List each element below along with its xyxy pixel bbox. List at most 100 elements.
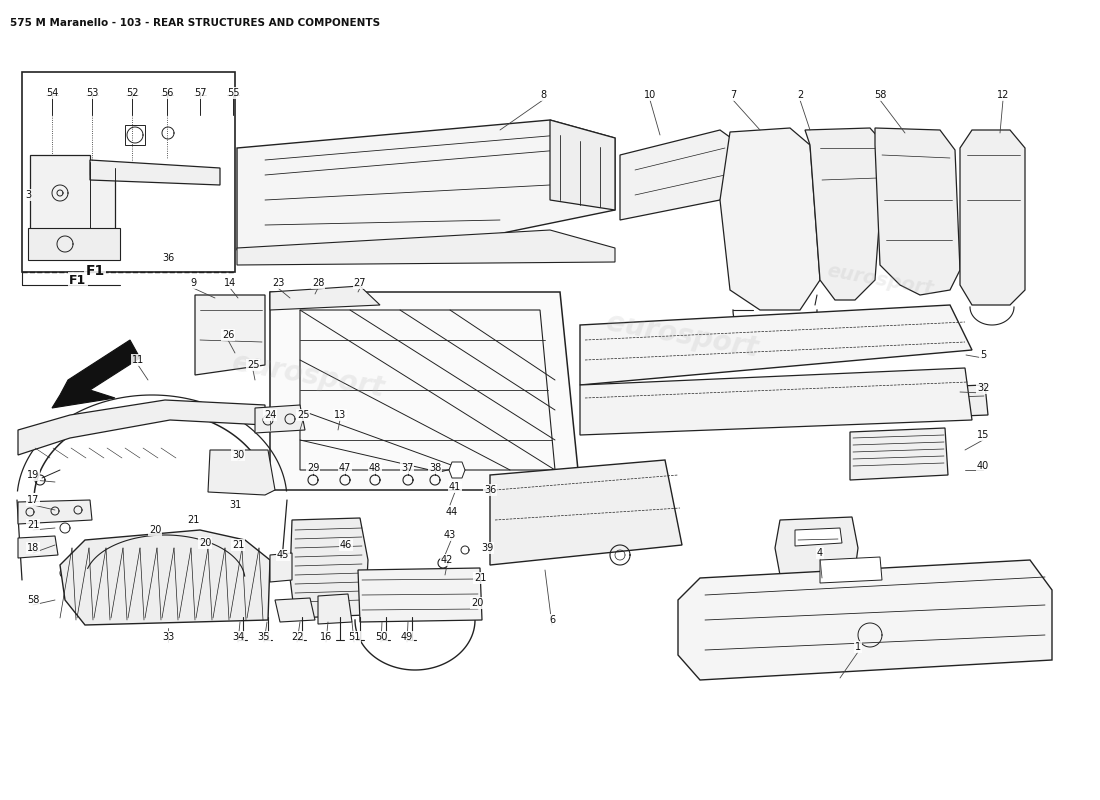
Polygon shape: [820, 557, 882, 583]
Text: 20: 20: [148, 525, 162, 535]
Text: 41: 41: [449, 482, 461, 492]
Polygon shape: [22, 72, 235, 272]
Text: 23: 23: [272, 278, 284, 288]
Polygon shape: [580, 368, 972, 435]
Polygon shape: [90, 160, 220, 185]
Text: 56: 56: [161, 88, 173, 98]
Text: 53: 53: [86, 88, 98, 98]
Text: 58: 58: [873, 90, 887, 100]
Polygon shape: [275, 598, 315, 622]
Text: 575 M Maranello - 103 - REAR STRUCTURES AND COMPONENTS: 575 M Maranello - 103 - REAR STRUCTURES …: [10, 18, 381, 28]
Polygon shape: [270, 292, 580, 490]
Text: 21: 21: [474, 573, 486, 583]
Text: eurosport: eurosport: [604, 309, 760, 363]
Text: 8: 8: [540, 90, 546, 100]
Text: 21: 21: [187, 515, 199, 525]
Text: 20: 20: [199, 538, 211, 548]
Polygon shape: [52, 340, 140, 408]
Text: 52: 52: [125, 88, 139, 98]
Polygon shape: [580, 305, 972, 385]
Polygon shape: [620, 130, 745, 220]
Polygon shape: [236, 120, 615, 250]
Polygon shape: [290, 518, 369, 618]
Text: 20: 20: [471, 598, 483, 608]
Text: 29: 29: [307, 463, 319, 473]
Text: 49: 49: [400, 632, 414, 642]
Polygon shape: [874, 128, 960, 295]
Text: 44: 44: [446, 507, 458, 517]
Polygon shape: [720, 128, 820, 310]
Text: 37: 37: [400, 463, 414, 473]
Text: 22: 22: [290, 632, 304, 642]
Text: 38: 38: [429, 463, 441, 473]
Text: 21: 21: [232, 540, 244, 550]
Text: F1: F1: [86, 264, 104, 278]
Text: 43: 43: [444, 530, 456, 540]
Polygon shape: [449, 462, 465, 478]
Polygon shape: [776, 517, 858, 575]
Polygon shape: [18, 536, 58, 558]
Text: 34: 34: [232, 632, 244, 642]
Text: 13: 13: [334, 410, 346, 420]
Text: 30: 30: [232, 450, 244, 460]
Text: 21: 21: [26, 520, 40, 530]
Polygon shape: [125, 125, 145, 145]
Text: eurosport: eurosport: [230, 349, 386, 403]
Text: 9: 9: [190, 278, 196, 288]
Text: 3: 3: [25, 190, 31, 200]
Polygon shape: [30, 155, 116, 250]
Text: 2: 2: [796, 90, 803, 100]
Text: 35: 35: [257, 632, 271, 642]
Polygon shape: [195, 295, 265, 375]
Text: 26: 26: [222, 330, 234, 340]
Polygon shape: [208, 450, 275, 495]
Polygon shape: [850, 385, 988, 420]
Polygon shape: [18, 400, 265, 455]
Text: 7: 7: [730, 90, 736, 100]
Text: 28: 28: [311, 278, 324, 288]
Text: 27: 27: [354, 278, 366, 288]
Text: 10: 10: [644, 90, 656, 100]
Polygon shape: [960, 130, 1025, 305]
Text: 48: 48: [368, 463, 381, 473]
Text: 25: 25: [297, 410, 309, 420]
Text: 14: 14: [224, 278, 236, 288]
Text: 1: 1: [855, 642, 861, 652]
Text: 19: 19: [26, 470, 40, 480]
Polygon shape: [270, 553, 292, 582]
Text: 31: 31: [229, 500, 241, 510]
Text: 50: 50: [375, 632, 387, 642]
Text: 57: 57: [194, 88, 207, 98]
Text: 36: 36: [162, 253, 174, 263]
Text: 11: 11: [132, 355, 144, 365]
Text: 4: 4: [817, 548, 823, 558]
Text: 45: 45: [277, 550, 289, 560]
Text: 54: 54: [46, 88, 58, 98]
Polygon shape: [270, 286, 380, 310]
Polygon shape: [795, 528, 842, 546]
Polygon shape: [318, 594, 352, 624]
Text: 12: 12: [997, 90, 1009, 100]
Text: 55: 55: [227, 88, 240, 98]
Polygon shape: [255, 405, 305, 433]
Text: 17: 17: [26, 495, 40, 505]
Text: 24: 24: [264, 410, 276, 420]
Polygon shape: [28, 228, 120, 260]
Text: eurosport: eurosport: [825, 262, 935, 298]
Text: 46: 46: [340, 540, 352, 550]
Polygon shape: [236, 230, 615, 265]
Text: 42: 42: [441, 555, 453, 565]
Text: 33: 33: [162, 632, 174, 642]
Text: 51: 51: [348, 632, 360, 642]
Text: 16: 16: [320, 632, 332, 642]
Polygon shape: [490, 460, 682, 565]
Polygon shape: [805, 128, 886, 300]
Polygon shape: [678, 560, 1052, 680]
Text: 18: 18: [26, 543, 40, 553]
Text: 5: 5: [980, 350, 986, 360]
Text: 15: 15: [977, 430, 989, 440]
Text: 36: 36: [484, 485, 496, 495]
Text: 47: 47: [339, 463, 351, 473]
Polygon shape: [550, 120, 615, 210]
Text: 40: 40: [977, 461, 989, 471]
